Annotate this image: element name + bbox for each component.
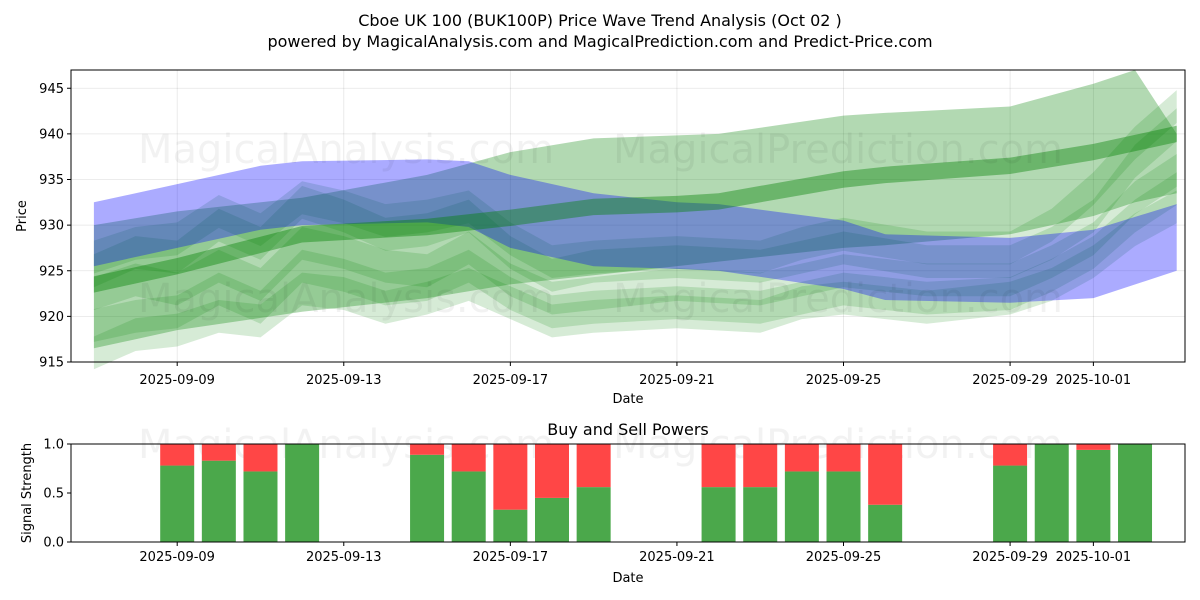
sell-bar <box>1076 444 1111 450</box>
price-wave-chart: MagicalAnalysis.com MagicalPrediction.co… <box>15 69 1186 407</box>
price-ytick-label: 925 <box>39 264 64 279</box>
price-ytick-label: 930 <box>39 219 64 234</box>
sell-bar <box>743 444 778 488</box>
buy-bar <box>1118 444 1153 542</box>
price-xtick-label: 2025-09-13 <box>306 373 382 388</box>
chart-title-line2: powered by MagicalAnalysis.com and Magic… <box>267 32 932 51</box>
sell-bar <box>410 444 445 455</box>
price-axis-ticks: 915 920 925 930 935 940 945 2025-09-09 2025-09-1… <box>39 82 1131 388</box>
green-wave-band-1 <box>93 108 1177 292</box>
buy-bar <box>493 509 528 542</box>
powers-xtick-label: 2025-09-29 <box>972 550 1048 565</box>
sell-bar <box>784 444 819 472</box>
watermark-mid-right: MagicalPrediction.com <box>613 276 1063 322</box>
powers-ytick-label: 0.5 <box>43 487 64 502</box>
price-plot-area <box>71 70 1185 362</box>
buy-bar <box>1076 449 1111 542</box>
powers-axis-ticks: 0.0 0.5 1.0 2025-09-09 2025-09-13 2025-09-17 2… <box>43 438 1131 566</box>
price-xtick-label: 2025-09-21 <box>639 373 715 388</box>
sell-bar <box>243 444 278 472</box>
price-ytick-label: 940 <box>39 127 64 142</box>
green-wave-band-3 <box>93 172 1177 342</box>
price-xtick-label: 2025-10-01 <box>1056 373 1132 388</box>
price-xtick-label: 2025-09-25 <box>806 373 882 388</box>
price-x-axis-label: Date <box>612 392 643 407</box>
price-xtick-label: 2025-09-29 <box>972 373 1048 388</box>
watermark-mid-left: MagicalAnalysis.com <box>138 276 554 322</box>
buy-sell-powers-chart: Buy and Sell Powers MagicalAnalysis.com … <box>20 420 1186 586</box>
powers-bars <box>160 444 1153 542</box>
powers-xtick-label: 2025-09-17 <box>473 550 549 565</box>
buy-bar <box>868 504 903 542</box>
powers-ytick-label: 0.0 <box>43 536 64 551</box>
buy-bar <box>1034 444 1069 542</box>
sell-bar <box>451 444 486 472</box>
powers-xtick-label: 2025-10-01 <box>1056 550 1132 565</box>
powers-xtick-label: 2025-09-13 <box>306 550 382 565</box>
buy-bar <box>243 471 278 542</box>
sell-bar <box>160 444 195 466</box>
buy-bar <box>826 471 861 542</box>
green-wide-band <box>93 70 1177 349</box>
green-trend-band <box>93 125 1177 293</box>
buy-bar <box>743 487 778 542</box>
buy-bar <box>534 497 569 542</box>
price-y-axis-label: Price <box>15 200 30 232</box>
price-xtick-label: 2025-09-17 <box>473 373 549 388</box>
buy-bar <box>576 487 611 542</box>
powers-xtick-label: 2025-09-21 <box>639 550 715 565</box>
watermark-top-right: MagicalPrediction.com <box>613 127 1063 173</box>
buy-bar <box>451 471 486 542</box>
price-ytick-label: 920 <box>39 310 64 325</box>
price-ytick-label: 945 <box>39 82 64 97</box>
price-grid <box>71 70 1185 363</box>
buy-bar <box>201 460 236 542</box>
sell-bar <box>868 444 903 505</box>
powers-xtick-label: 2025-09-25 <box>806 550 882 565</box>
buy-bar <box>993 465 1028 542</box>
buy-bar <box>701 487 736 542</box>
sell-bar <box>493 444 528 510</box>
powers-x-axis-label: Date <box>612 571 643 586</box>
watermark-top-left: MagicalAnalysis.com <box>138 127 554 173</box>
blue-band <box>93 159 1177 303</box>
buy-bar <box>285 444 320 542</box>
price-xtick-label: 2025-09-09 <box>139 373 215 388</box>
green-wave-band-4 <box>93 190 1177 370</box>
price-plot-frame <box>70 69 1186 363</box>
sell-bar <box>826 444 861 472</box>
sell-bar <box>576 444 611 488</box>
price-ytick-label: 935 <box>39 173 64 188</box>
price-ytick-label: 915 <box>39 356 64 371</box>
green-wave-band-2 <box>93 154 1177 315</box>
chart-title-line1: Cboe UK 100 (BUK100P) Price Wave Trend A… <box>358 11 842 30</box>
powers-ytick-label: 1.0 <box>43 438 64 453</box>
powers-y-axis-label: Signal Strength <box>20 443 35 543</box>
sell-bar <box>534 444 569 498</box>
sell-bar <box>201 444 236 461</box>
powers-xtick-label: 2025-09-09 <box>139 550 215 565</box>
watermark-bottom-left: MagicalAnalysis.com <box>138 422 554 468</box>
sell-bar <box>993 444 1028 466</box>
green-wave-band-5 <box>93 90 1177 278</box>
buy-bar <box>160 465 195 542</box>
buy-bar <box>410 454 445 542</box>
price-bands <box>93 70 1177 370</box>
sell-bar <box>701 444 736 488</box>
powers-title: Buy and Sell Powers <box>547 420 709 439</box>
buy-bar <box>784 471 819 542</box>
